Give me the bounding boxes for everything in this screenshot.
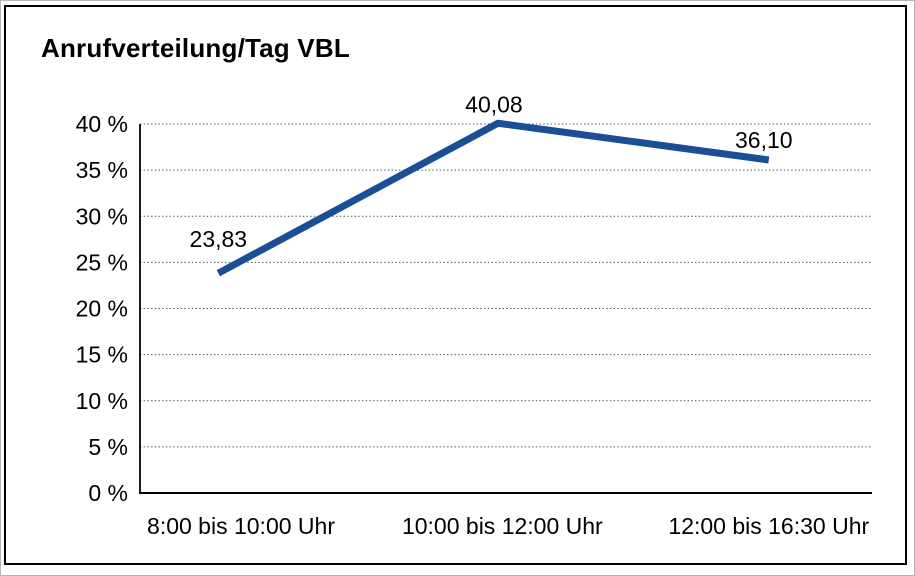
y-tick-label: 5 % — [88, 434, 128, 460]
y-tick-label: 35 % — [76, 157, 128, 183]
y-tick-label: 25 % — [76, 249, 128, 275]
y-tick-label: 10 % — [76, 388, 128, 414]
y-tick-label: 40 % — [76, 111, 128, 137]
data-point-label: 36,10 — [735, 127, 793, 153]
y-tick-label: 0 % — [88, 480, 128, 506]
x-category-label: 12:00 bis 16:30 Uhr — [668, 513, 869, 539]
x-category-label: 10:00 bis 12:00 Uhr — [402, 513, 603, 539]
data-series-line — [216, 119, 770, 277]
x-category-label: 8:00 bis 10:00 Uhr — [147, 513, 335, 539]
chart-title: Anrufverteilung/Tag VBL — [41, 33, 350, 63]
data-point-label: 23,83 — [190, 226, 248, 252]
y-tick-label: 15 % — [76, 342, 128, 368]
data-point-label: 40,08 — [465, 91, 523, 117]
chart-frame — [4, 5, 907, 565]
y-tick-label: 30 % — [76, 203, 128, 229]
y-tick-label: 20 % — [76, 296, 128, 322]
